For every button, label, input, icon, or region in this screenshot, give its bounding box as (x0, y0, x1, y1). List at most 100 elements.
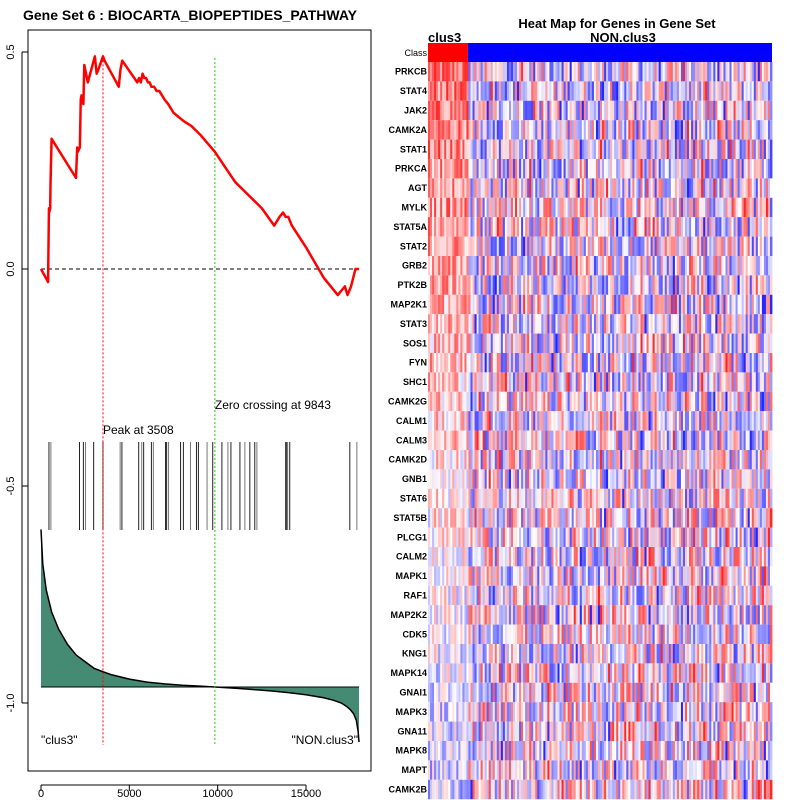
heatmap-cell (614, 585, 617, 606)
heatmap-cell (682, 197, 686, 218)
heatmap-cell (674, 120, 678, 140)
heatmap-cell (486, 547, 490, 567)
heatmap-cell (442, 314, 445, 334)
heatmap-cell (668, 527, 672, 547)
heatmap-cell (551, 120, 554, 140)
heatmap-cell (682, 508, 686, 528)
heatmap-cell (436, 585, 439, 606)
heatmap-cell (529, 81, 532, 101)
heatmap-cell (458, 159, 461, 179)
heatmap-cell (656, 450, 660, 470)
heatmap-cell (553, 159, 556, 179)
heatmap-cell (729, 314, 732, 334)
heatmap-cell (591, 488, 595, 509)
heatmap-cell (729, 275, 732, 295)
heatmap-cell (460, 411, 463, 431)
heatmap-cell (541, 411, 544, 431)
heatmap-cell (577, 527, 581, 547)
heatmap-cell (660, 217, 664, 237)
heatmap-cell (600, 450, 603, 470)
heatmap-cell (587, 353, 591, 373)
heatmap-cell (482, 488, 486, 509)
heatmap-cell (458, 256, 461, 276)
heatmap-cell (458, 372, 461, 392)
heatmap-row (428, 314, 773, 334)
heatmap-cell (616, 508, 619, 528)
heatmap-cell (678, 197, 682, 218)
heatmap-cell (521, 236, 524, 256)
heatmap-cell (545, 62, 548, 82)
heatmap-cell (549, 450, 552, 470)
heatmap-cell (512, 547, 516, 567)
heatmap-cell (693, 411, 696, 431)
heatmap-cell (606, 566, 609, 586)
heatmap-cell (701, 236, 704, 256)
heatmap-cell (535, 236, 538, 256)
heatmap-cell (450, 333, 453, 353)
heatmap-cell (573, 275, 577, 295)
heatmap-cell (547, 547, 550, 567)
heatmap-cell (573, 159, 577, 179)
heatmap-cell (745, 450, 749, 470)
heatmap-cell (591, 585, 595, 606)
heatmap-cell (636, 488, 639, 509)
heatmap-cell (600, 197, 603, 218)
heatmap-cell (727, 236, 730, 256)
heatmap-cell (674, 566, 678, 586)
heatmap-cell (727, 275, 730, 295)
heatmap-cell (668, 430, 672, 450)
heatmap-cell (597, 353, 601, 373)
heatmap-cell (575, 469, 579, 489)
heatmap-cell (674, 430, 678, 450)
heatmap-cell (759, 256, 763, 276)
heatmap-cell (571, 411, 575, 431)
heatmap-cell (674, 178, 678, 198)
heatmap-cell (608, 159, 611, 179)
heatmap-cell (444, 275, 447, 295)
heatmap-cell (745, 81, 749, 101)
heatmap-cell (741, 488, 745, 509)
heatmap-cell (674, 275, 678, 295)
heatmap-cell (662, 333, 666, 353)
heatmap-cell (668, 566, 672, 586)
heatmap-cell (549, 236, 552, 256)
heatmap-cell (735, 469, 738, 489)
heatmap-cell (691, 566, 694, 586)
heatmap-cell (478, 488, 482, 509)
heatmap-cell (717, 294, 720, 315)
heatmap-cell (500, 62, 504, 82)
heatmap-cell (535, 372, 538, 392)
heatmap-cell (763, 372, 767, 392)
heatmap-cell (434, 353, 437, 373)
gsea-enrichment-plot: Gene Set 6 : BIOCARTA_BIOPEPTIDES_PATHWA… (5, 7, 372, 800)
heatmap-cell (561, 62, 564, 82)
heatmap-cell (559, 217, 562, 237)
heatmap-cell (470, 314, 473, 334)
heatmap-cell (579, 81, 583, 101)
heatmap-cell (717, 120, 720, 140)
heatmap-cell (739, 217, 743, 237)
heatmap-cell (559, 391, 562, 412)
heatmap-cell (644, 294, 647, 315)
heatmap-cell (616, 275, 619, 295)
heatmap-cell (476, 353, 479, 373)
heatmap-cell (591, 81, 595, 101)
heatmap-cell (721, 430, 724, 450)
heatmap-cell (765, 430, 769, 450)
heatmap-cell (658, 469, 662, 489)
heatmap-cell (612, 488, 615, 509)
heatmap-cell (450, 178, 453, 198)
heatmap-cell (529, 469, 532, 489)
heatmap-cell (456, 236, 459, 256)
gene-row-label: STAT5B (393, 513, 427, 523)
heatmap-cell (557, 120, 560, 140)
heatmap-cell (583, 508, 587, 528)
heatmap-cell (428, 159, 431, 179)
heatmap-cell (640, 450, 643, 470)
heatmap-cell (606, 527, 609, 547)
heatmap-cell (539, 527, 542, 547)
heatmap-cell (434, 139, 437, 159)
heatmap-cell (656, 62, 660, 82)
heatmap-cell (751, 314, 755, 334)
heatmap-cell (541, 372, 544, 392)
